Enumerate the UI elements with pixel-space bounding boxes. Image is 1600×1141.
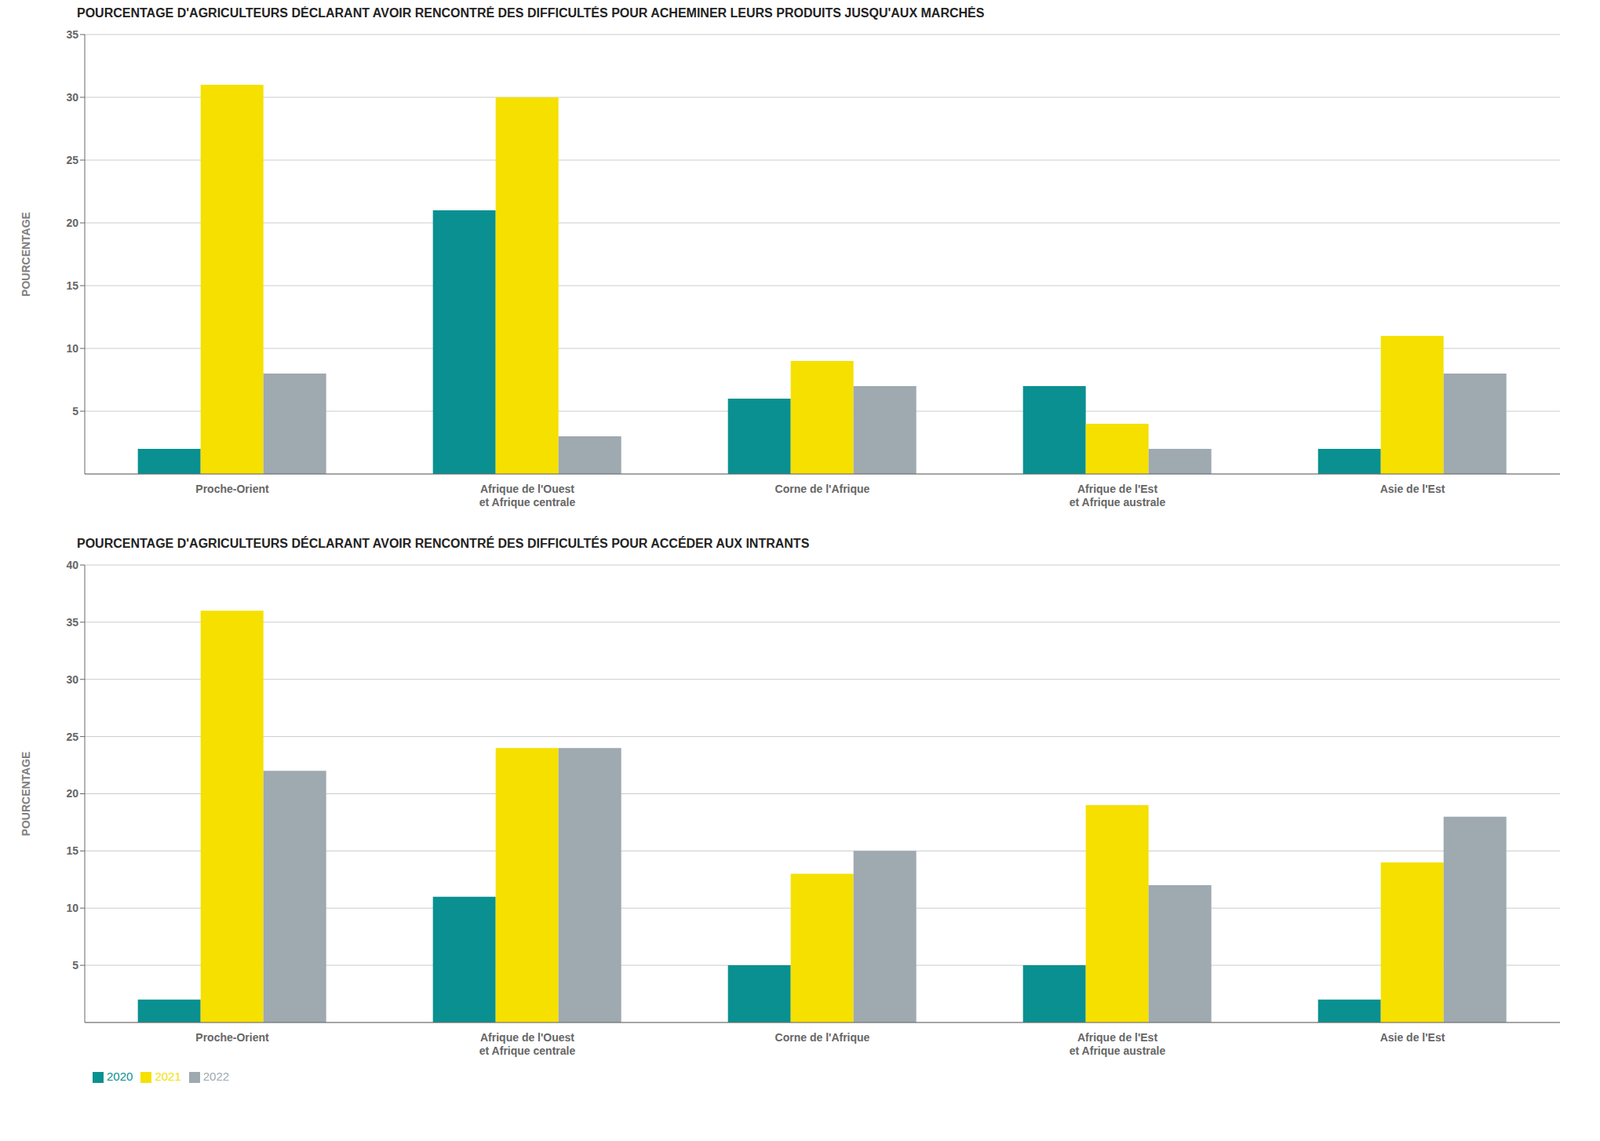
svg-text:35: 35 (65, 28, 79, 41)
svg-text:40: 40 (65, 558, 79, 572)
svg-text:Asie de l'Est: Asie de l'Est (1380, 482, 1446, 496)
svg-text:Afrique de l'Estet Afrique aus: Afrique de l'Estet Afrique australe (1069, 482, 1167, 509)
svg-text:20: 20 (65, 787, 79, 800)
svg-text:25: 25 (65, 153, 79, 167)
svg-text:30: 30 (65, 673, 79, 686)
svg-text:20: 20 (65, 216, 79, 230)
html-text:2020: 2020 (106, 1069, 133, 1083)
html-text:POURCENTAGE D'AGRICULTEURS DÉC: POURCENTAGE D'AGRICULTEURS DÉCLARANT AVO… (76, 536, 810, 551)
svg-text:Corne de l'Afrique: Corne de l'Afrique (775, 482, 871, 496)
svg-text:30: 30 (65, 91, 79, 104)
svg-text:Corne de l'Afrique: Corne de l'Afrique (775, 1031, 871, 1044)
html-text:2022: 2022 (203, 1069, 230, 1083)
svg-text:25: 25 (65, 730, 79, 744)
html-text:2021: 2021 (154, 1069, 182, 1083)
svg-text:Afrique de l'Ouestet Afrique c: Afrique de l'Ouestet Afrique centrale (479, 1031, 576, 1057)
svg-text:POURCENTAGE: POURCENTAGE (19, 211, 33, 297)
svg-text:35: 35 (65, 615, 79, 629)
svg-text:10: 10 (65, 901, 79, 915)
svg-text:Asie de l'Est: Asie de l'Est (1380, 1031, 1446, 1044)
svg-text:10: 10 (65, 342, 79, 355)
svg-text:POURCENTAGE: POURCENTAGE (19, 751, 33, 837)
svg-text:5: 5 (72, 404, 79, 418)
svg-text:15: 15 (65, 279, 79, 292)
svg-text:5: 5 (72, 958, 79, 972)
svg-text:Afrique de l'Estet Afrique aus: Afrique de l'Estet Afrique australe (1069, 1031, 1167, 1057)
svg-text:Proche-Orient: Proche-Orient (195, 1031, 270, 1044)
svg-text:Proche-Orient: Proche-Orient (195, 482, 270, 496)
html-text:POURCENTAGE D'AGRICULTEURS DÉC: POURCENTAGE D'AGRICULTEURS DÉCLARANT AVO… (76, 6, 985, 20)
svg-text:Afrique de l'Ouestet Afrique c: Afrique de l'Ouestet Afrique centrale (479, 482, 576, 509)
svg-text:15: 15 (65, 844, 79, 857)
